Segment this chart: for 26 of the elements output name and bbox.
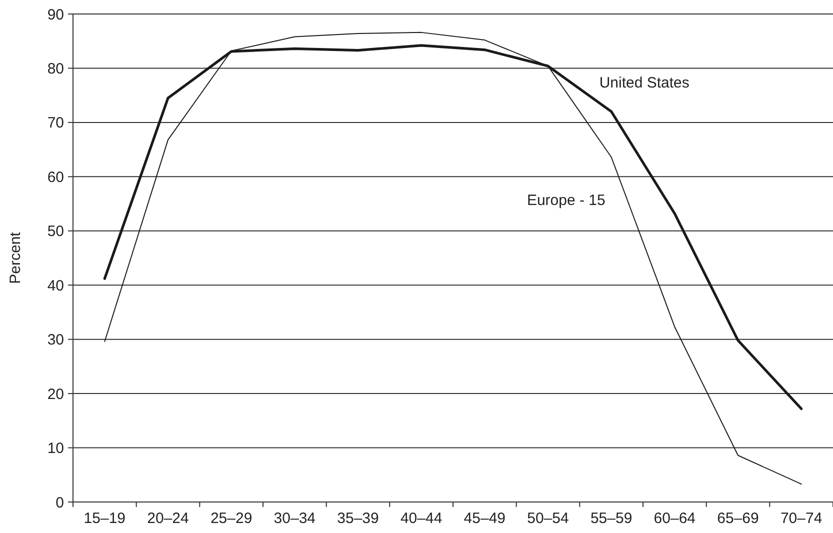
y-tick-label: 0: [56, 494, 64, 512]
x-tick-label: 60–64: [654, 510, 696, 527]
x-tick-label: 15–19: [84, 510, 126, 527]
y-tick-label: 10: [47, 440, 64, 458]
y-tick-label: 60: [47, 168, 64, 186]
y-axis-title: Percent: [7, 231, 24, 284]
y-tick-label: 20: [47, 386, 64, 403]
x-tick-label: 35–39: [337, 510, 379, 527]
x-tick-label: 40–44: [400, 510, 442, 527]
x-tick-label: 25–29: [210, 510, 252, 527]
line-series: [104, 32, 802, 485]
x-tick-label: 45–49: [464, 510, 506, 527]
series-label: Europe - 15: [526, 192, 606, 210]
series-label: United States: [599, 74, 690, 92]
x-tick-label: 30–34: [274, 510, 316, 527]
x-tick-label: 65–69: [717, 510, 759, 527]
x-tick-label: 20–24: [147, 510, 189, 527]
y-tick-label: 50: [47, 223, 64, 240]
y-tick-label: 30: [47, 332, 64, 349]
y-tick-label: 90: [47, 6, 64, 24]
y-tick-label: 80: [47, 60, 64, 78]
y-tick-label: 70: [47, 114, 64, 132]
y-tick-label: 40: [47, 277, 64, 294]
x-tick-label: 50–54: [527, 510, 569, 527]
x-tick-label: 70–74: [780, 510, 822, 527]
x-tick-label: 55–59: [590, 510, 632, 527]
